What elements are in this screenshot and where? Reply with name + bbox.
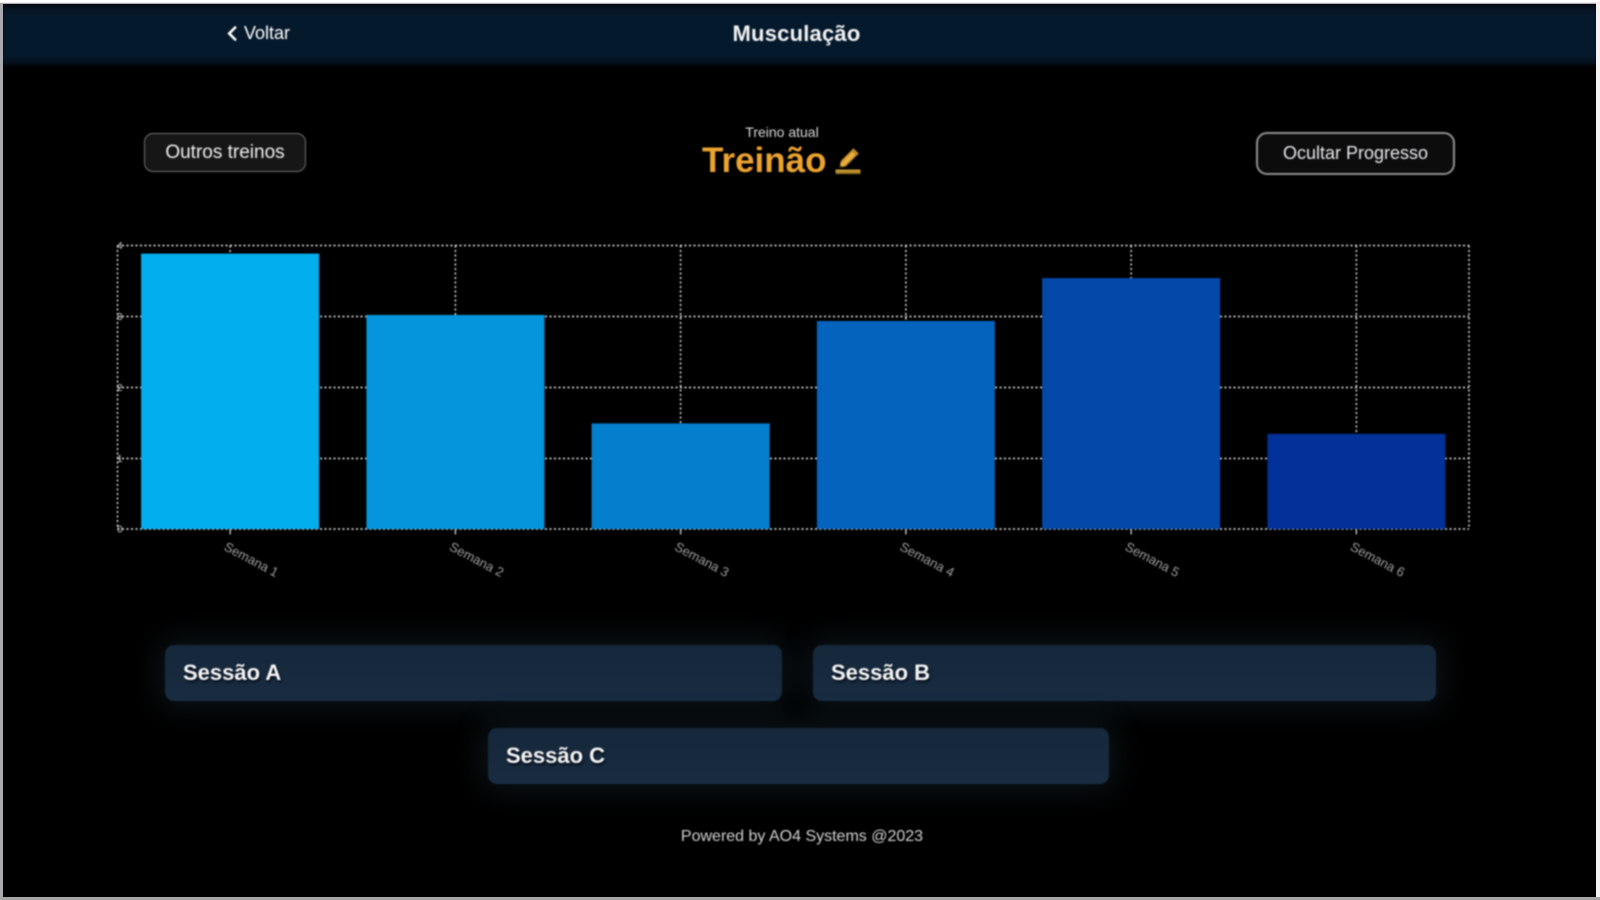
svg-text:Semana 4: Semana 4 bbox=[897, 539, 956, 580]
svg-text:Semana 2: Semana 2 bbox=[447, 539, 506, 580]
svg-text:2: 2 bbox=[117, 383, 123, 394]
svg-text:4: 4 bbox=[117, 241, 123, 252]
svg-text:0: 0 bbox=[117, 525, 123, 536]
svg-text:Semana 6: Semana 6 bbox=[1348, 539, 1407, 580]
svg-text:Semana 5: Semana 5 bbox=[1123, 539, 1182, 580]
svg-text:Semana 3: Semana 3 bbox=[672, 539, 731, 580]
svg-text:Semana 1: Semana 1 bbox=[222, 539, 281, 580]
svg-text:1: 1 bbox=[117, 454, 123, 465]
svg-text:3: 3 bbox=[117, 312, 123, 323]
